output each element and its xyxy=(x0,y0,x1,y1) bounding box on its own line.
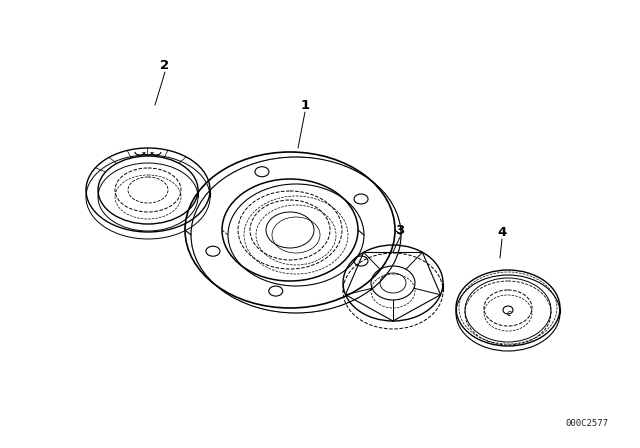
Text: 1: 1 xyxy=(300,99,310,112)
Text: 000C2577: 000C2577 xyxy=(565,419,608,428)
Text: 3: 3 xyxy=(396,224,404,237)
Text: 4: 4 xyxy=(497,225,507,238)
Text: 2: 2 xyxy=(161,59,170,72)
Text: c: c xyxy=(507,309,511,318)
